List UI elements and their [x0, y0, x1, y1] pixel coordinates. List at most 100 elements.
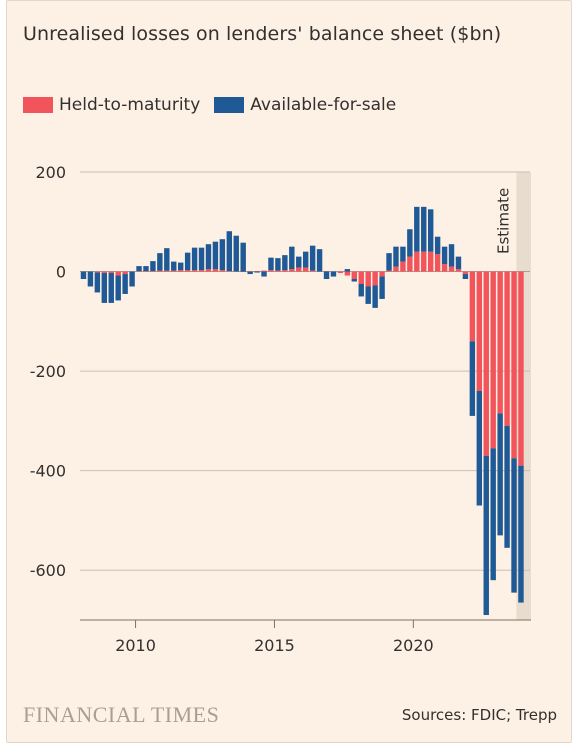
bar-afs [351, 279, 358, 282]
bar-htm [434, 254, 441, 272]
bar-afs [254, 271, 260, 273]
bar-htm [115, 271, 121, 276]
bar-afs [296, 256, 302, 268]
bar-afs [511, 458, 517, 593]
bar-htm [240, 271, 246, 273]
bar-htm [94, 271, 101, 273]
bar-afs [164, 248, 170, 271]
bar-htm [490, 271, 496, 449]
bar-afs [476, 391, 483, 506]
bar-afs [261, 271, 267, 277]
bar-afs [469, 341, 476, 416]
y-tick-label: 0 [56, 263, 66, 282]
bar-htm [101, 271, 108, 274]
bar-afs [302, 251, 309, 268]
bar-afs [157, 253, 163, 271]
bar-htm [205, 269, 212, 272]
bar-afs [414, 206, 420, 252]
bar-afs [80, 271, 87, 280]
bar-afs [323, 271, 330, 280]
bar-afs [448, 244, 455, 267]
bar-htm [427, 251, 434, 272]
bar-htm [323, 271, 330, 272]
bar-afs [386, 253, 392, 271]
bar-afs [483, 455, 489, 616]
estimate-label: Estimate [495, 188, 513, 254]
bar-htm [164, 270, 170, 272]
x-tick-label: 2010 [115, 636, 156, 655]
bar-htm [275, 270, 281, 272]
bar-afs [247, 271, 253, 275]
bar-afs [122, 274, 128, 294]
bar-htm [462, 271, 469, 275]
bar-htm [337, 271, 344, 274]
bar-htm [393, 266, 399, 272]
bar-htm [157, 270, 163, 272]
bar-htm [296, 267, 302, 272]
bar-htm [289, 269, 295, 272]
bar-htm [171, 270, 177, 272]
bar-htm [414, 251, 420, 272]
bar-afs [129, 271, 135, 287]
bar-afs [427, 209, 434, 252]
bar-afs [282, 255, 288, 271]
bar-afs [344, 269, 351, 272]
bar-afs [226, 231, 233, 272]
bar-htm [421, 251, 427, 272]
bar-afs [275, 258, 281, 271]
bar-afs [219, 239, 226, 271]
legend-label-htm: Held-to-maturity [59, 95, 201, 115]
bar-afs [490, 448, 496, 581]
legend-label-afs: Available-for-sale [250, 95, 397, 115]
bar-htm [400, 261, 406, 272]
bar-htm [372, 271, 378, 286]
bar-htm [386, 270, 392, 272]
legend-item-afs: Available-for-sale [214, 95, 396, 115]
bar-afs [309, 245, 316, 271]
bar-htm [365, 271, 371, 287]
bar-htm [483, 271, 489, 456]
bar-afs [393, 246, 399, 267]
bar-afs [504, 425, 510, 548]
bar-afs [421, 206, 427, 252]
bar-afs [289, 246, 295, 270]
bar-afs [94, 272, 101, 293]
bar-htm [254, 271, 260, 272]
bar-afs [400, 246, 406, 262]
legend-swatch-afs [214, 97, 245, 113]
bar-htm [448, 266, 455, 272]
bar-htm [219, 270, 226, 272]
bar-htm [358, 271, 364, 284]
y-tick-label: -200 [30, 362, 66, 381]
bar-htm [136, 271, 142, 272]
bar-afs [87, 271, 94, 287]
bar-afs [330, 271, 337, 277]
bar-htm [261, 270, 267, 272]
bar-htm [177, 270, 184, 272]
bar-htm [469, 271, 476, 342]
bar-afs [240, 242, 246, 272]
bar-afs [150, 261, 156, 272]
bar-afs [441, 246, 448, 265]
bar-htm [344, 271, 351, 276]
bar-afs [101, 273, 108, 303]
y-tick-label: -400 [30, 462, 66, 481]
bar-htm [198, 270, 205, 272]
bar-afs [184, 252, 191, 271]
bar-htm [441, 264, 448, 272]
bar-htm [518, 271, 524, 466]
bar-afs [518, 465, 524, 603]
bar-afs [358, 284, 364, 297]
bar-afs [205, 244, 212, 270]
bar-afs [372, 285, 378, 308]
bar-afs [136, 266, 142, 272]
bar-htm [497, 271, 503, 414]
bar-afs [407, 229, 413, 257]
bar-htm [379, 271, 385, 277]
y-tick-label: -600 [30, 561, 66, 580]
x-tick-label: 2020 [393, 636, 434, 655]
chart-title: Unrealised losses on lenders' balance sh… [23, 23, 502, 45]
bar-afs [108, 273, 114, 303]
y-tick-label: 200 [35, 163, 66, 182]
